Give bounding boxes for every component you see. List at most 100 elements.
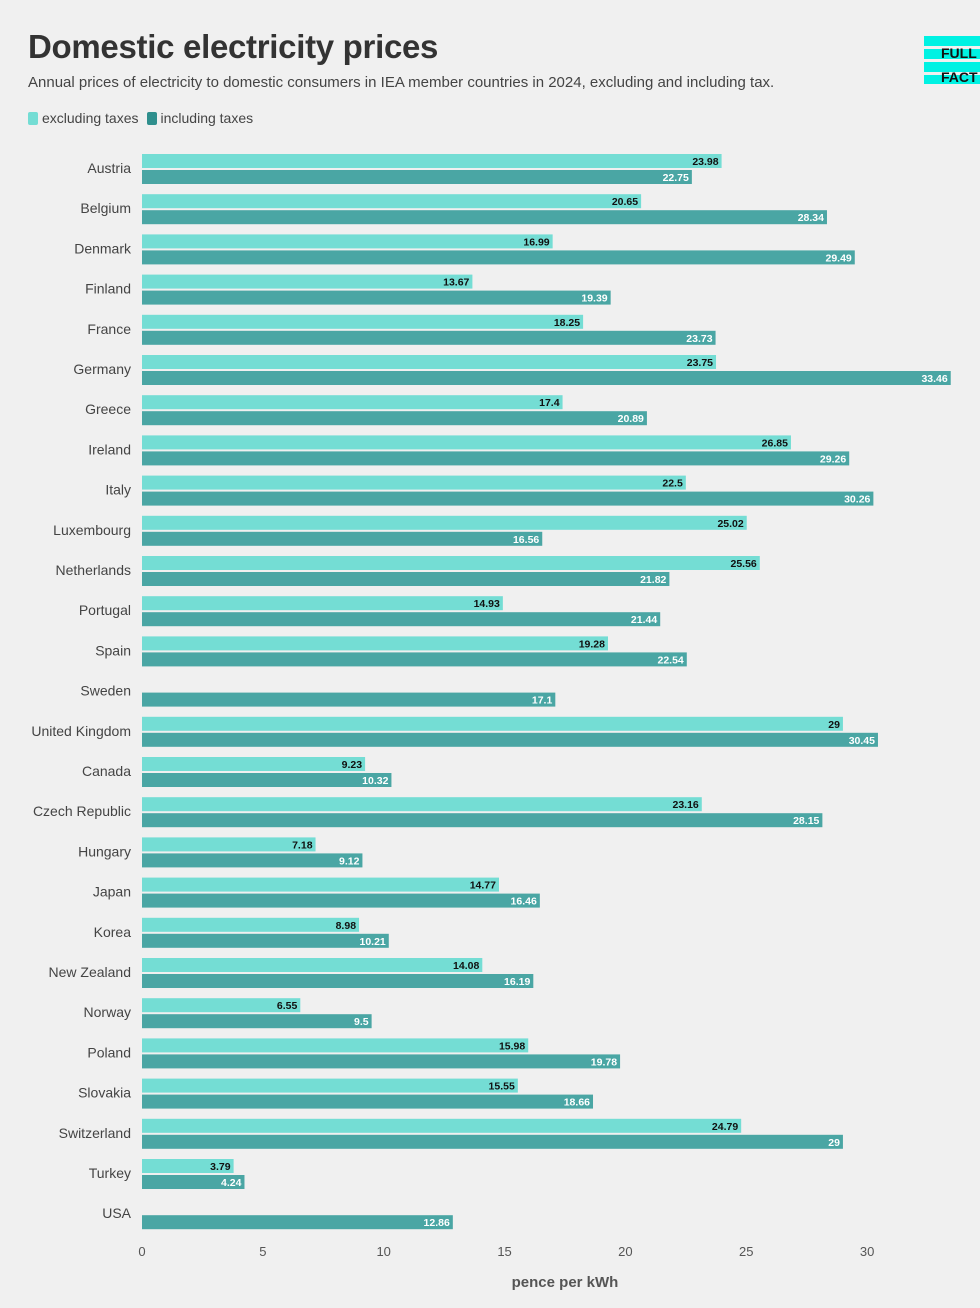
x-tick-label-20: 20 <box>618 1244 632 1259</box>
bar-incl-netherlands <box>142 572 670 586</box>
bar-excl-czech-republic <box>142 797 702 812</box>
legend-label-excluding: excluding taxes <box>42 110 139 126</box>
value-label-excl-japan: 14.77 <box>470 880 496 892</box>
bar-incl-usa <box>142 1215 453 1230</box>
bar-incl-luxembourg <box>142 531 543 546</box>
bar-incl-canada <box>142 773 392 787</box>
category-label-italy: Italy <box>105 482 131 498</box>
value-label-incl-new-zealand: 16.19 <box>504 976 530 988</box>
value-label-excl-new-zealand: 14.08 <box>453 960 479 972</box>
x-tick-label-0: 0 <box>138 1244 145 1259</box>
bar-incl-korea <box>142 933 389 948</box>
bar-excl-switzerland <box>142 1118 742 1133</box>
bar-excl-greece <box>142 395 563 410</box>
value-label-excl-netherlands: 25.56 <box>731 558 757 570</box>
bar-incl-united-kingdom <box>142 732 878 747</box>
value-label-incl-denmark: 29.49 <box>825 252 851 264</box>
value-label-excl-turkey: 3.79 <box>210 1161 231 1173</box>
logo-text-fact: FACT <box>941 69 978 85</box>
category-label-greece: Greece <box>85 401 131 417</box>
category-label-netherlands: Netherlands <box>56 562 132 578</box>
chart-title: Domestic electricity prices <box>28 28 439 65</box>
bar-excl-spain <box>142 636 608 651</box>
value-label-excl-poland: 15.98 <box>499 1040 525 1052</box>
bar-excl-canada <box>142 757 366 771</box>
value-label-excl-greece: 17.4 <box>539 397 560 409</box>
bar-excl-new-zealand <box>142 958 483 972</box>
legend-item-including: including taxes <box>146 110 253 126</box>
value-label-incl-turkey: 4.24 <box>221 1177 242 1189</box>
category-label-japan: Japan <box>93 884 131 900</box>
bar-incl-germany <box>142 371 951 385</box>
value-label-excl-slovakia: 15.55 <box>489 1081 515 1093</box>
bar-incl-finland <box>142 290 611 305</box>
full-fact-logo: FULL FACT <box>924 36 980 84</box>
value-label-incl-japan: 16.46 <box>511 896 537 908</box>
bar-excl-italy <box>142 475 686 490</box>
category-label-spain: Spain <box>95 642 131 658</box>
bar-incl-greece <box>142 411 647 426</box>
category-label-czech-republic: Czech Republic <box>33 803 131 819</box>
category-label-ireland: Ireland <box>88 441 131 457</box>
legend-item-excluding: excluding taxes <box>28 110 139 126</box>
value-label-incl-spain: 22.54 <box>658 654 684 666</box>
bar-incl-norway <box>142 1014 372 1029</box>
category-label-sweden: Sweden <box>80 683 131 699</box>
bar-excl-united-kingdom <box>142 716 843 731</box>
value-label-incl-luxembourg: 16.56 <box>513 534 539 546</box>
x-tick-label-30: 30 <box>860 1244 874 1259</box>
bar-excl-japan <box>142 877 499 892</box>
value-label-excl-switzerland: 24.79 <box>712 1121 738 1133</box>
category-label-turkey: Turkey <box>89 1165 131 1181</box>
category-label-usa: USA <box>102 1205 131 1221</box>
bar-incl-belgium <box>142 210 827 225</box>
value-label-excl-portugal: 14.93 <box>474 598 500 610</box>
bar-incl-spain <box>142 652 687 667</box>
value-label-incl-poland: 19.78 <box>591 1056 617 1068</box>
bar-incl-slovakia <box>142 1094 594 1109</box>
value-label-excl-luxembourg: 25.02 <box>717 518 743 530</box>
logo-text-full: FULL <box>941 45 977 61</box>
bar-incl-hungary <box>142 853 363 868</box>
value-label-excl-finland: 13.67 <box>443 277 469 289</box>
bar-excl-poland <box>142 1038 529 1053</box>
category-label-switzerland: Switzerland <box>59 1125 131 1141</box>
value-label-incl-france: 23.73 <box>686 333 712 345</box>
value-label-incl-united-kingdom: 30.45 <box>849 735 875 747</box>
bar-excl-france <box>142 314 584 329</box>
bar-excl-austria <box>142 154 722 168</box>
value-label-incl-germany: 33.46 <box>921 373 947 385</box>
bar-excl-norway <box>142 998 301 1013</box>
bar-excl-belgium <box>142 194 642 209</box>
value-label-incl-sweden: 17.1 <box>532 695 553 707</box>
value-label-incl-usa: 12.86 <box>424 1217 450 1229</box>
bar-incl-japan <box>142 893 540 908</box>
category-label-slovakia: Slovakia <box>78 1085 131 1101</box>
category-label-belgium: Belgium <box>80 200 131 216</box>
value-label-excl-spain: 19.28 <box>579 638 605 650</box>
value-label-incl-switzerland: 29 <box>828 1137 840 1149</box>
bar-incl-turkey <box>142 1175 245 1189</box>
bar-excl-ireland <box>142 435 791 450</box>
value-label-excl-belgium: 20.65 <box>612 196 638 208</box>
value-label-incl-italy: 30.26 <box>844 494 870 506</box>
category-label-luxembourg: Luxembourg <box>53 522 131 538</box>
value-label-excl-czech-republic: 23.16 <box>672 799 698 811</box>
value-label-incl-slovakia: 18.66 <box>564 1097 590 1109</box>
chart-legend: excluding taxes including taxes <box>28 110 253 126</box>
bar-excl-netherlands <box>142 556 760 570</box>
bar-incl-denmark <box>142 250 855 265</box>
category-label-france: France <box>87 321 131 337</box>
category-label-norway: Norway <box>84 1004 131 1020</box>
bar-excl-finland <box>142 274 473 289</box>
bar-excl-portugal <box>142 596 503 611</box>
bar-incl-czech-republic <box>142 813 823 828</box>
bar-excl-hungary <box>142 837 316 852</box>
category-label-hungary: Hungary <box>78 843 131 859</box>
value-label-incl-korea: 10.21 <box>359 936 385 948</box>
bar-incl-sweden <box>142 692 556 707</box>
category-label-austria: Austria <box>87 160 131 176</box>
bar-incl-portugal <box>142 612 661 627</box>
bar-excl-slovakia <box>142 1078 518 1093</box>
